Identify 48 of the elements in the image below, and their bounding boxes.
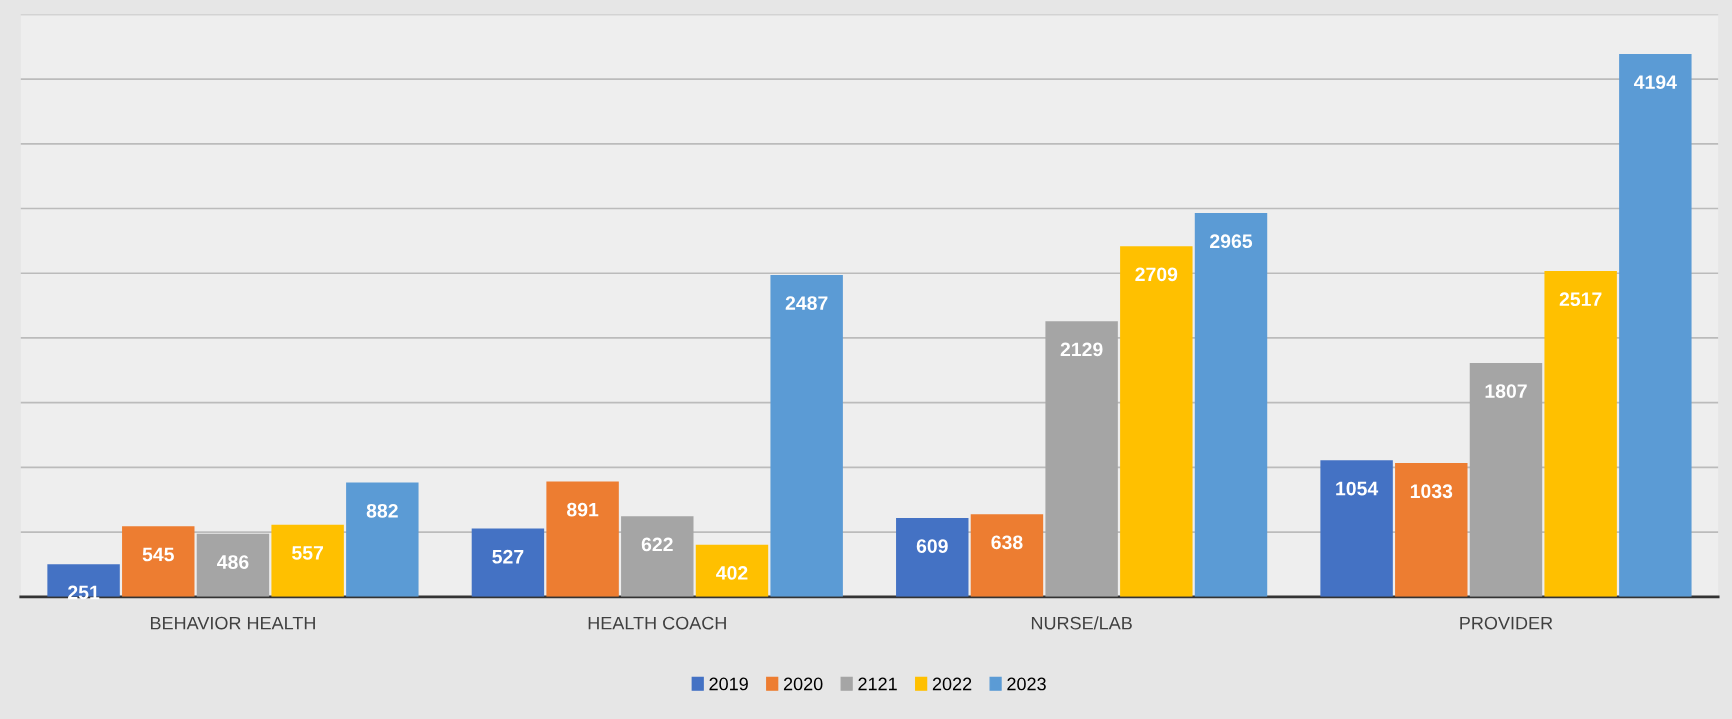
data-label: 638 xyxy=(991,535,1023,550)
x-tick-label: BEHAVIOR HEALTH xyxy=(150,616,315,630)
x-tick-label: NURSE/LAB xyxy=(1031,616,1132,630)
bar xyxy=(1045,321,1118,597)
bar xyxy=(1194,213,1268,597)
bar xyxy=(1544,271,1617,597)
data-label: 891 xyxy=(567,502,599,517)
bar xyxy=(196,533,270,597)
data-label: 609 xyxy=(916,539,948,553)
data-label: 622 xyxy=(641,537,673,552)
data-label: 2487 xyxy=(785,296,828,310)
bar xyxy=(1320,460,1393,597)
data-label: 486 xyxy=(217,555,249,569)
bar xyxy=(896,517,969,597)
bar xyxy=(770,274,843,597)
bar xyxy=(271,524,344,597)
x-tick-label: PROVIDER xyxy=(1460,616,1553,630)
legend-label: 2020 xyxy=(783,677,823,691)
bar xyxy=(970,514,1044,597)
data-label: 1054 xyxy=(1336,481,1379,496)
bar xyxy=(1619,53,1692,597)
data-label: 2517 xyxy=(1559,292,1602,307)
bar xyxy=(346,482,419,597)
bar xyxy=(621,516,694,597)
x-tick-label: HEALTH COACH xyxy=(588,616,726,630)
data-label: 1033 xyxy=(1410,484,1453,499)
legend-label: 2019 xyxy=(709,677,748,691)
data-label: 882 xyxy=(366,503,398,518)
legend-label: 2023 xyxy=(1007,677,1046,691)
data-label: 2965 xyxy=(1210,234,1253,249)
bar xyxy=(471,528,545,597)
bar xyxy=(1469,362,1543,597)
data-label: 4194 xyxy=(1634,75,1677,90)
data-label: 251 xyxy=(68,585,100,600)
bar xyxy=(1395,463,1468,597)
legend-label: 2121 xyxy=(858,677,897,691)
data-label: 557 xyxy=(292,546,324,560)
legend-label: 2022 xyxy=(932,677,972,691)
data-label: 2709 xyxy=(1135,267,1178,282)
bar xyxy=(546,481,619,597)
data-label: 527 xyxy=(492,549,524,564)
bar xyxy=(1120,246,1193,597)
data-label: 2129 xyxy=(1060,342,1103,357)
data-label: 402 xyxy=(716,566,748,580)
data-label: 1807 xyxy=(1485,384,1527,398)
bar xyxy=(122,526,195,597)
bar xyxy=(695,544,769,597)
data-label: 545 xyxy=(142,547,174,562)
